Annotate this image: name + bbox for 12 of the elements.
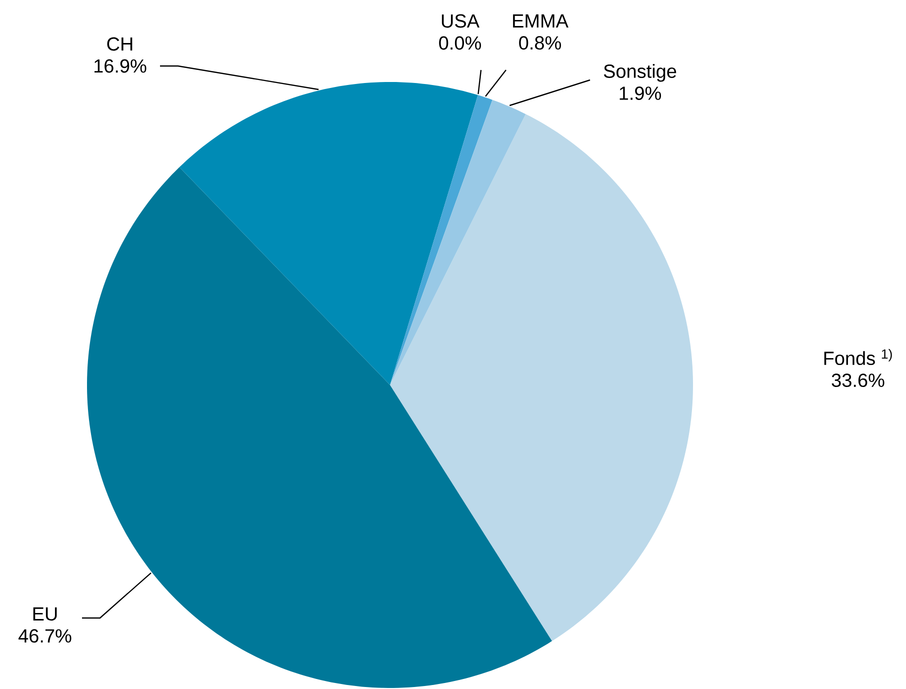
data-label: 16.9%	[94, 59, 146, 73]
slice-label: Sonstige	[604, 64, 676, 82]
data-label: 0.8%	[519, 36, 561, 50]
category-label: USA	[442, 14, 480, 28]
slice-label: CH	[107, 37, 132, 51]
slice-label: EU	[33, 607, 57, 621]
data-label: 33.6%	[832, 374, 884, 388]
text: 0.0%	[439, 36, 481, 50]
slice-label: Fonds $^{1)}$	[824, 348, 892, 366]
data-label: 46.7%	[18, 629, 72, 643]
data-label: 1.9%	[620, 86, 661, 100]
slice-label: EMMA	[513, 14, 568, 28]
